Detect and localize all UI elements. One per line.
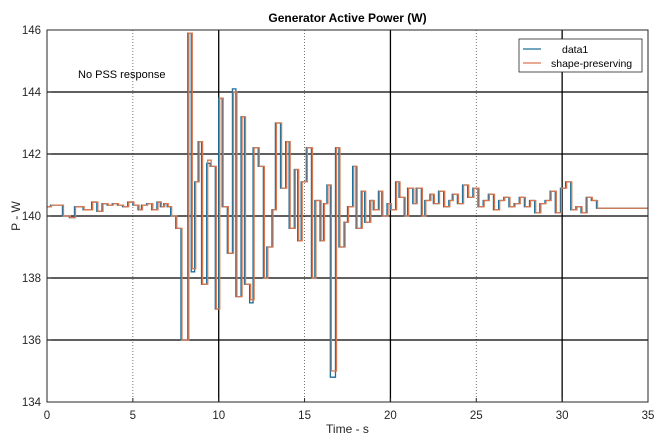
x-tick-label: 10 [212,410,225,422]
y-tick-label: 134 [22,397,42,409]
y-tick-label: 136 [22,335,41,347]
y-tick-label: 140 [22,211,41,223]
x-tick-label: 0 [44,410,50,422]
x-tick-label: 15 [298,410,311,422]
legend: data1 shape-preserving [518,38,643,73]
y-axis-label: P - W [9,200,23,230]
x-tick-label: 35 [642,410,655,422]
x-tick-label: 30 [556,410,569,422]
x-tick-label: 5 [130,410,136,422]
legend-entry-data1: data1 [562,44,588,56]
series-line-shape-preserving [47,32,648,372]
series-group [47,32,648,378]
chart-title: Generator Active Power (W) [268,11,426,25]
legend-box [518,38,643,73]
y-tick-labels: 134 136 138 140 142 144 146 [22,25,51,409]
x-tick-label: 20 [384,410,397,422]
y-tick-label: 144 [22,87,42,99]
annotation-text: No PSS response [78,69,165,81]
x-axis-label: Time - s [326,422,369,436]
x-tick-labels: 0 5 10 15 20 25 30 35 [44,398,655,422]
legend-entry-shape-preserving: shape-preserving [551,58,632,70]
x-tick-label: 25 [470,410,483,422]
y-tick-label: 138 [22,273,41,285]
y-tick-label: 142 [22,149,41,161]
y-tick-label: 146 [22,25,41,37]
